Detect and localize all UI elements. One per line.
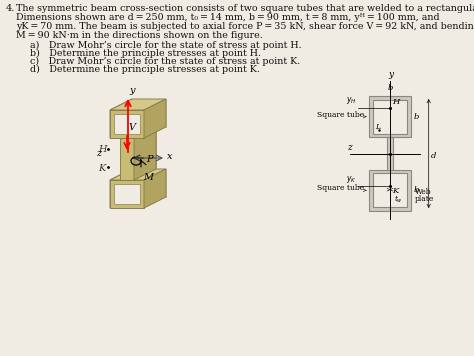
Text: z: z bbox=[347, 142, 352, 152]
Text: M: M bbox=[143, 173, 153, 182]
Polygon shape bbox=[373, 173, 407, 207]
Polygon shape bbox=[110, 110, 144, 138]
Text: 4.: 4. bbox=[6, 4, 15, 13]
Text: y: y bbox=[388, 70, 393, 79]
Polygon shape bbox=[110, 169, 132, 208]
Text: z: z bbox=[96, 148, 101, 157]
Polygon shape bbox=[110, 99, 132, 138]
Polygon shape bbox=[144, 99, 166, 138]
Text: y: y bbox=[129, 86, 135, 95]
Text: K: K bbox=[392, 187, 398, 195]
Polygon shape bbox=[369, 96, 410, 137]
Text: plate: plate bbox=[415, 195, 434, 203]
Polygon shape bbox=[120, 127, 156, 138]
Text: The symmetric beam cross-section consists of two square tubes that are welded to: The symmetric beam cross-section consist… bbox=[16, 4, 474, 13]
Text: b: b bbox=[414, 113, 419, 121]
Text: V: V bbox=[129, 123, 136, 132]
Polygon shape bbox=[110, 99, 166, 110]
Text: d) Determine the principle stresses at point K.: d) Determine the principle stresses at p… bbox=[30, 65, 260, 74]
Polygon shape bbox=[369, 169, 410, 211]
Text: a) Draw Mohr’s circle for the state of stress at point H.: a) Draw Mohr’s circle for the state of s… bbox=[30, 41, 301, 50]
Text: b: b bbox=[388, 84, 393, 92]
Polygon shape bbox=[144, 169, 166, 208]
Text: K: K bbox=[98, 164, 105, 173]
Polygon shape bbox=[114, 114, 140, 134]
Polygon shape bbox=[387, 137, 393, 169]
Polygon shape bbox=[373, 100, 407, 134]
Text: M = 90 kN·m in the directions shown on the figure.: M = 90 kN·m in the directions shown on t… bbox=[16, 31, 263, 40]
Text: b) Determine the principle stresses at point H.: b) Determine the principle stresses at p… bbox=[30, 49, 261, 58]
Text: L: L bbox=[375, 123, 380, 131]
Text: Web: Web bbox=[415, 188, 431, 196]
Polygon shape bbox=[120, 138, 134, 180]
Polygon shape bbox=[132, 169, 166, 197]
Text: P: P bbox=[146, 155, 153, 164]
Text: $y_H$: $y_H$ bbox=[346, 95, 357, 106]
Text: Square tube: Square tube bbox=[317, 111, 365, 119]
Text: $y_K$: $y_K$ bbox=[346, 174, 357, 185]
Text: H: H bbox=[392, 98, 399, 105]
Polygon shape bbox=[110, 180, 144, 208]
Text: x: x bbox=[167, 152, 173, 161]
Text: d: d bbox=[431, 152, 436, 161]
Polygon shape bbox=[132, 99, 166, 127]
Polygon shape bbox=[134, 127, 156, 180]
Polygon shape bbox=[110, 169, 166, 180]
Polygon shape bbox=[142, 127, 156, 169]
Text: Square tube: Square tube bbox=[317, 184, 365, 192]
Text: $t_w$: $t_w$ bbox=[394, 194, 403, 205]
Text: Dimensions shown are d = 250 mm, t₀ = 14 mm, b = 90 mm, t = 8 mm, yᴴ = 100 mm, a: Dimensions shown are d = 250 mm, t₀ = 14… bbox=[16, 13, 439, 22]
Polygon shape bbox=[114, 184, 140, 204]
Text: c) Draw Mohr’s circle for the state of stress at point K.: c) Draw Mohr’s circle for the state of s… bbox=[30, 57, 300, 66]
Text: H: H bbox=[98, 145, 107, 154]
Text: b: b bbox=[414, 186, 419, 194]
Text: yK = 70 mm. The beam is subjected to axial force P = 35 kN, shear force V = 92 k: yK = 70 mm. The beam is subjected to axi… bbox=[16, 22, 474, 31]
